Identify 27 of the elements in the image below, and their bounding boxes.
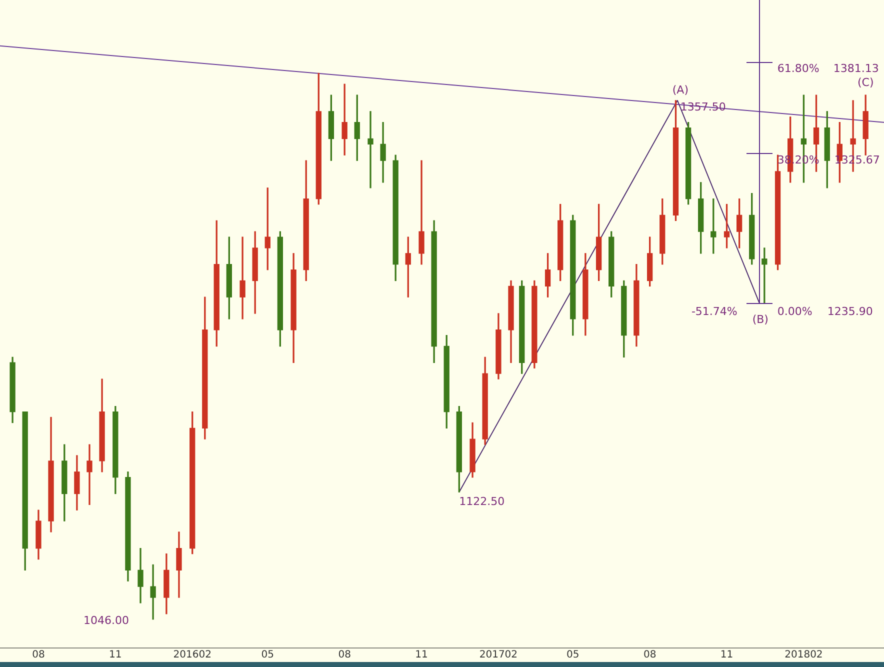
x-tick-label: 05 [566,650,580,661]
candlestick [86,444,92,505]
annotation: (A) [672,83,688,96]
x-tick-label: 201802 [784,650,823,661]
x-tick-label: 08 [32,650,45,661]
x-tick-label: 11 [415,650,428,661]
annotation: (B) [752,312,768,326]
x-tick-label: 05 [261,650,274,661]
annotation: (C) [857,76,874,89]
annotation: 1381.13 [833,62,879,76]
x-tick-label: 08 [643,650,656,661]
candlestick [342,84,348,156]
candlestick [240,236,246,320]
annotation: -51.74% [691,304,738,318]
x-tick-label: 11 [109,650,122,661]
annotation: 61.80% [777,62,820,76]
x-tick-label: 11 [720,650,734,661]
candlestick [418,160,424,265]
candlestick [150,564,156,620]
x-tick-label: 201602 [173,650,212,661]
annotation: 1235.90 [827,304,873,318]
annotation: 0.00% [777,304,812,318]
annotation: 1046.00 [84,614,130,628]
annotation: 1122.50 [459,494,505,508]
candlestick [368,111,374,188]
x-tick-label: 08 [338,650,351,661]
x-tick-label: 201702 [479,650,518,661]
